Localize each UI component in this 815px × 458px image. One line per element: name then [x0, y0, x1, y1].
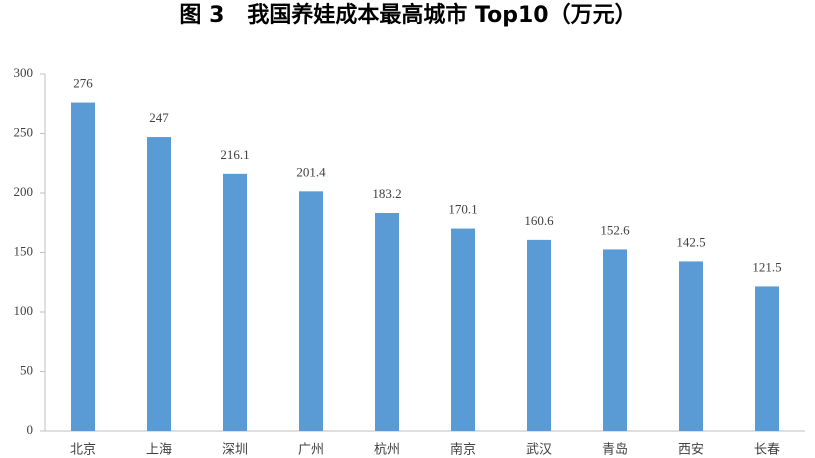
x-tick-label: 青岛	[602, 442, 628, 458]
y-tick-label: 0	[27, 422, 34, 437]
bar	[755, 286, 779, 431]
bar	[71, 102, 95, 431]
x-tick-label: 武汉	[526, 443, 552, 458]
y-tick-label: 150	[14, 243, 34, 258]
bar	[375, 212, 399, 431]
x-tick-label: 深圳	[222, 443, 248, 458]
data-label: 183.2	[372, 186, 401, 201]
data-label: 276	[73, 76, 93, 91]
x-tick-label: 上海	[146, 443, 172, 458]
x-tick-label: 北京	[70, 443, 96, 458]
x-tick-label: 南京	[450, 442, 476, 458]
x-tick-label: 长春	[754, 443, 780, 458]
x-tick-label: 广州	[298, 443, 324, 458]
data-label: 201.4	[296, 164, 326, 179]
y-tick-label: 300	[14, 65, 34, 80]
bar	[527, 239, 551, 431]
bar	[603, 249, 627, 431]
x-tick-label: 西安	[678, 443, 704, 458]
y-tick-label: 100	[14, 303, 34, 318]
x-tick-label: 杭州	[374, 443, 400, 458]
bar	[223, 173, 247, 431]
y-tick-label: 250	[14, 124, 34, 139]
data-label: 121.5	[752, 259, 781, 274]
y-tick-label: 50	[20, 362, 33, 377]
y-tick-label: 200	[14, 184, 34, 199]
data-label: 152.6	[600, 222, 630, 237]
bar	[147, 137, 171, 431]
chart-title: 图 3 我国养娃成本最高城市 Top10（万元）	[179, 2, 636, 28]
data-label: 142.5	[676, 234, 705, 249]
data-label: 170.1	[448, 202, 477, 217]
data-label: 247	[149, 110, 169, 125]
data-label: 216.1	[220, 147, 249, 162]
bar	[679, 261, 703, 431]
bar	[299, 191, 323, 431]
data-label: 160.6	[524, 213, 554, 228]
bar	[451, 228, 475, 431]
